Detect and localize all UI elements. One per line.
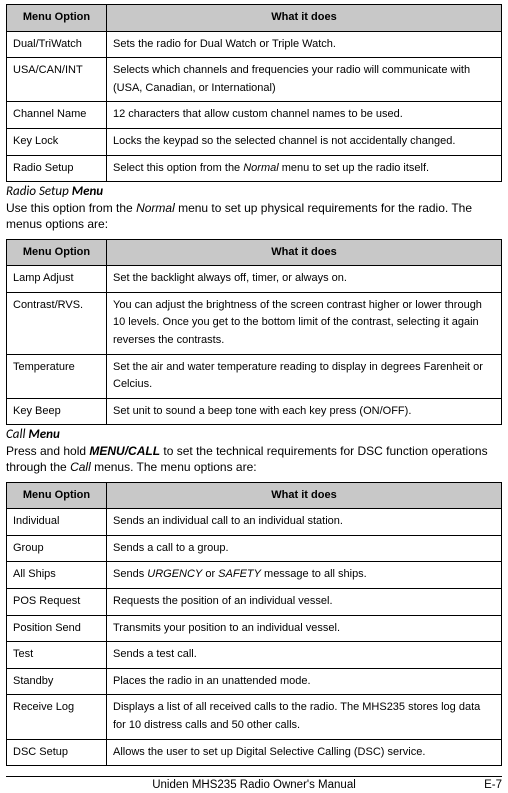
cell-option: DSC Setup bbox=[7, 739, 107, 766]
cell-option: USA/CAN/INT bbox=[7, 58, 107, 102]
th-option: Menu Option bbox=[7, 482, 107, 509]
cell-desc: Set unit to sound a beep tone with each … bbox=[107, 398, 502, 425]
cell-desc: 12 characters that allow custom channel … bbox=[107, 102, 502, 129]
cell-option: Key Lock bbox=[7, 128, 107, 155]
menu-table-3: Menu Option What it does IndividualSends… bbox=[6, 482, 502, 767]
menu-table-2: Menu Option What it does Lamp AdjustSet … bbox=[6, 239, 502, 426]
radio-setup-heading: Radio Setup Menu bbox=[6, 184, 502, 199]
cell-option: Dual/TriWatch bbox=[7, 31, 107, 58]
table-row: Key BeepSet unit to sound a beep tone wi… bbox=[7, 398, 502, 425]
table-row: TestSends a test call. bbox=[7, 642, 502, 669]
cell-option: Group bbox=[7, 535, 107, 562]
page-footer: Uniden MHS235 Radio Owner's Manual E-7 bbox=[6, 776, 502, 791]
th-desc: What it does bbox=[107, 239, 502, 266]
table-row: Position SendTransmits your position to … bbox=[7, 615, 502, 642]
cell-option: Position Send bbox=[7, 615, 107, 642]
call-menu-body: Press and hold MENU/CALL to set the tech… bbox=[6, 443, 502, 475]
th-desc: What it does bbox=[107, 5, 502, 32]
cell-desc: Sends an individual call to an individua… bbox=[107, 509, 502, 536]
table-row: IndividualSends an individual call to an… bbox=[7, 509, 502, 536]
table-row: Lamp AdjustSet the backlight always off,… bbox=[7, 266, 502, 293]
cell-option: POS Request bbox=[7, 589, 107, 616]
table-row: TemperatureSet the air and water tempera… bbox=[7, 354, 502, 398]
cell-option: Temperature bbox=[7, 354, 107, 398]
cell-desc: Displays a list of all received calls to… bbox=[107, 695, 502, 739]
table-row: Contrast/RVS.You can adjust the brightne… bbox=[7, 292, 502, 354]
footer-title: Uniden MHS235 Radio Owner's Manual bbox=[56, 779, 452, 791]
th-option: Menu Option bbox=[7, 5, 107, 32]
cell-desc: Select this option from the Normal menu … bbox=[107, 155, 502, 182]
table-row: Receive LogDisplays a list of all receiv… bbox=[7, 695, 502, 739]
cell-option: Channel Name bbox=[7, 102, 107, 129]
cell-desc: Selects which channels and frequencies y… bbox=[107, 58, 502, 102]
cell-desc: Requests the position of an individual v… bbox=[107, 589, 502, 616]
cell-option: Contrast/RVS. bbox=[7, 292, 107, 354]
table-row: Dual/TriWatchSets the radio for Dual Wat… bbox=[7, 31, 502, 58]
cell-option: Radio Setup bbox=[7, 155, 107, 182]
cell-option: All Ships bbox=[7, 562, 107, 589]
cell-option: Standby bbox=[7, 668, 107, 695]
menu-table-1: Menu Option What it does Dual/TriWatchSe… bbox=[6, 4, 502, 182]
table-row: Channel Name12 characters that allow cus… bbox=[7, 102, 502, 129]
cell-desc: Locks the keypad so the selected channel… bbox=[107, 128, 502, 155]
table-row: POS RequestRequests the position of an i… bbox=[7, 589, 502, 616]
table-row: GroupSends a call to a group. bbox=[7, 535, 502, 562]
cell-desc: Sets the radio for Dual Watch or Triple … bbox=[107, 31, 502, 58]
cell-option: Test bbox=[7, 642, 107, 669]
cell-desc: Places the radio in an unattended mode. bbox=[107, 668, 502, 695]
table-row: All ShipsSends URGENCY or SAFETY message… bbox=[7, 562, 502, 589]
footer-page: E-7 bbox=[452, 779, 502, 791]
cell-option: Receive Log bbox=[7, 695, 107, 739]
cell-option: Key Beep bbox=[7, 398, 107, 425]
cell-desc: Allows the user to set up Digital Select… bbox=[107, 739, 502, 766]
cell-desc: Set the air and water temperature readin… bbox=[107, 354, 502, 398]
cell-desc: Transmits your position to an individual… bbox=[107, 615, 502, 642]
th-desc: What it does bbox=[107, 482, 502, 509]
th-option: Menu Option bbox=[7, 239, 107, 266]
call-menu-heading: Call Menu bbox=[6, 427, 502, 442]
radio-setup-body: Use this option from the Normal menu to … bbox=[6, 200, 502, 232]
cell-option: Lamp Adjust bbox=[7, 266, 107, 293]
cell-desc: Sends URGENCY or SAFETY message to all s… bbox=[107, 562, 502, 589]
cell-desc: Set the backlight always off, timer, or … bbox=[107, 266, 502, 293]
cell-option: Individual bbox=[7, 509, 107, 536]
table-row: DSC SetupAllows the user to set up Digit… bbox=[7, 739, 502, 766]
table-row: USA/CAN/INTSelects which channels and fr… bbox=[7, 58, 502, 102]
cell-desc: Sends a call to a group. bbox=[107, 535, 502, 562]
table-row: StandbyPlaces the radio in an unattended… bbox=[7, 668, 502, 695]
table-row: Key LockLocks the keypad so the selected… bbox=[7, 128, 502, 155]
table-row: Radio SetupSelect this option from the N… bbox=[7, 155, 502, 182]
cell-desc: You can adjust the brightness of the scr… bbox=[107, 292, 502, 354]
cell-desc: Sends a test call. bbox=[107, 642, 502, 669]
